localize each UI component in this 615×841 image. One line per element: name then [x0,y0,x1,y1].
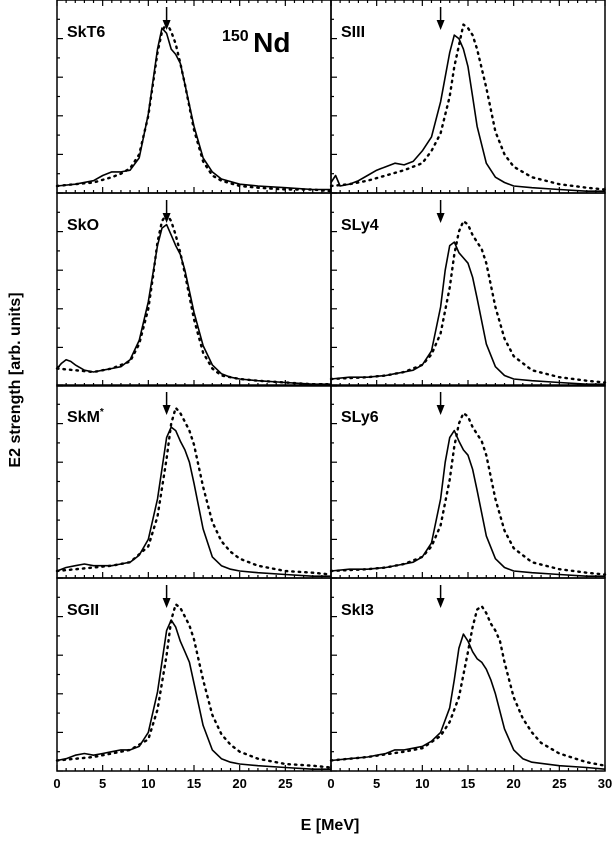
x-tick-label: 25 [552,776,566,791]
solid-strength-curve [330,34,605,192]
down-arrow-icon [162,20,171,30]
dotted-strength-curve [55,21,333,193]
x-tick-label: 20 [232,776,246,791]
mass-number: 150 [222,28,249,45]
x-tick-label: 0 [327,776,334,791]
panel-label: SkO [67,217,99,234]
x-tick-label: 20 [506,776,520,791]
solid-strength-curve [330,429,605,577]
panel-label: SkT6 [67,24,105,41]
panel-label: SkM* [67,407,104,426]
x-tick-label: 10 [141,776,155,791]
panel-label: SIII [341,24,365,41]
down-arrow-icon [162,405,171,415]
down-arrow-icon [436,598,445,608]
down-arrow-icon [436,405,445,415]
panel-sko: SkO [55,192,333,387]
solid-strength-curve [330,633,606,770]
down-arrow-icon [436,213,445,223]
panel-label: SLy4 [341,217,379,234]
panel-label: SLy6 [341,409,379,426]
solid-strength-curve [56,27,331,191]
panel-skm-star: SkM* [55,384,333,579]
x-tick-label: 5 [373,776,380,791]
panel-ski3: SkI3 [329,577,607,772]
dotted-strength-curve [55,212,333,386]
panel-label: SGII [67,602,99,619]
solid-strength-curve [330,241,605,385]
panel-sly6: SLy6 [329,384,607,579]
x-tick-labels: 0 5 10 15 20 25 0 5 10 15 20 25 30 [53,776,612,791]
dotted-strength-curve [329,411,607,576]
solid-strength-curve [56,223,331,385]
x-tick-label: 15 [461,776,475,791]
solid-strength-curve [56,619,331,770]
down-arrow-icon [162,213,171,223]
x-tick-label: 10 [415,776,429,791]
panel-label: SkI3 [341,602,374,619]
y-axis-label: E2 strength [arb. units] [7,292,24,467]
nucleus-annotation: 150 Nd [222,27,290,58]
solid-strength-curve [56,426,331,577]
dotted-strength-curve [329,23,607,191]
panels: SkT6 SIII SkO SLy4 SkM* SLy6 SGII SkI3 [55,0,607,772]
panel-sgii: SGII [55,577,333,772]
panel-siii: SIII [329,0,607,194]
dotted-strength-curve [329,604,607,767]
dotted-strength-curve [55,406,333,576]
x-tick-label: 0 [53,776,60,791]
dotted-strength-curve [55,603,333,769]
x-tick-label: 5 [99,776,106,791]
x-tick-label: 15 [187,776,201,791]
x-axis-label: E [MeV] [301,817,360,834]
element-symbol: Nd [253,27,290,58]
down-arrow-icon [162,598,171,608]
down-arrow-icon [436,20,445,30]
dotted-strength-curve [329,219,607,384]
x-tick-label: 25 [278,776,292,791]
panel-sly4: SLy4 [329,192,607,387]
x-tick-label: 30 [598,776,612,791]
